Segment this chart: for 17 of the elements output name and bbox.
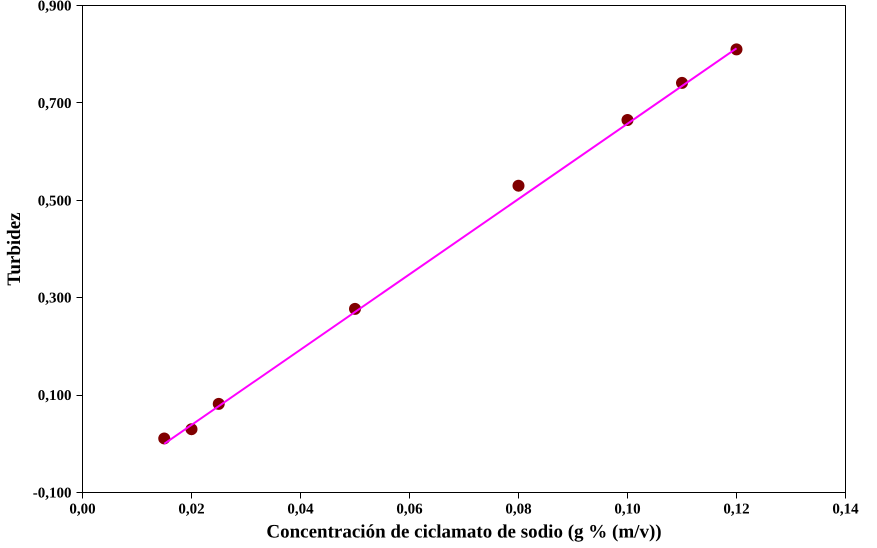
x-tick-label: 0,02 (178, 502, 205, 518)
y-tick-label: 0,100 (38, 388, 72, 404)
y-tick-label: 0,500 (38, 193, 72, 210)
y-tick-label: 0,700 (38, 96, 72, 112)
x-tick-label: 0,06 (396, 502, 424, 518)
y-tick-label: -0,100 (32, 486, 72, 502)
x-tick-label: 0,08 (505, 502, 532, 518)
point (512, 180, 524, 192)
x-tick-label: 0,10 (614, 502, 641, 518)
y-tick-label: 0,900 (38, 0, 72, 14)
y-tick-label: 0,300 (38, 290, 72, 307)
y-axis-title: Turbidez (4, 212, 25, 286)
x-tick-label: 0,12 (723, 502, 750, 518)
x-axis-title: Concentración de ciclamato de sodio (g % (m/v)) (266, 522, 662, 542)
x-tick-label: 0,14 (832, 502, 860, 518)
x-tick-label: 0,00 (69, 502, 96, 518)
x-tick-label: 0,04 (287, 502, 314, 518)
